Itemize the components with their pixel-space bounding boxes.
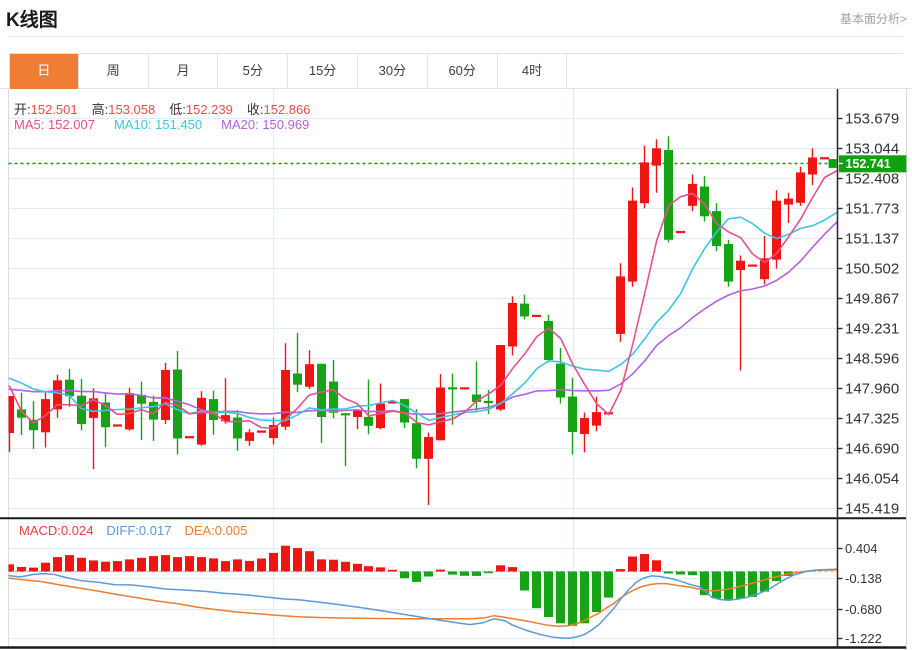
svg-text:-1.222: -1.222 (845, 631, 882, 646)
svg-text:152.408: 152.408 (845, 171, 899, 188)
svg-text:146.054: 146.054 (845, 471, 899, 488)
svg-text:-0.138: -0.138 (845, 571, 882, 586)
svg-text:148.596: 148.596 (845, 351, 899, 368)
svg-text:0.404: 0.404 (845, 541, 878, 556)
svg-text:145.419: 145.419 (845, 501, 899, 518)
svg-text:-0.680: -0.680 (845, 602, 882, 617)
svg-text:152.741: 152.741 (846, 157, 891, 171)
svg-text:153.044: 153.044 (845, 141, 899, 158)
svg-text:151.773: 151.773 (845, 201, 899, 218)
svg-text:150.502: 150.502 (845, 261, 899, 278)
svg-text:153.679: 153.679 (845, 111, 899, 128)
svg-text:149.231: 149.231 (845, 321, 899, 338)
svg-text:151.137: 151.137 (845, 231, 899, 248)
svg-text:146.690: 146.690 (845, 441, 899, 458)
svg-text:149.867: 149.867 (845, 291, 899, 308)
svg-text:147.325: 147.325 (845, 411, 899, 428)
svg-text:147.960: 147.960 (845, 381, 899, 398)
